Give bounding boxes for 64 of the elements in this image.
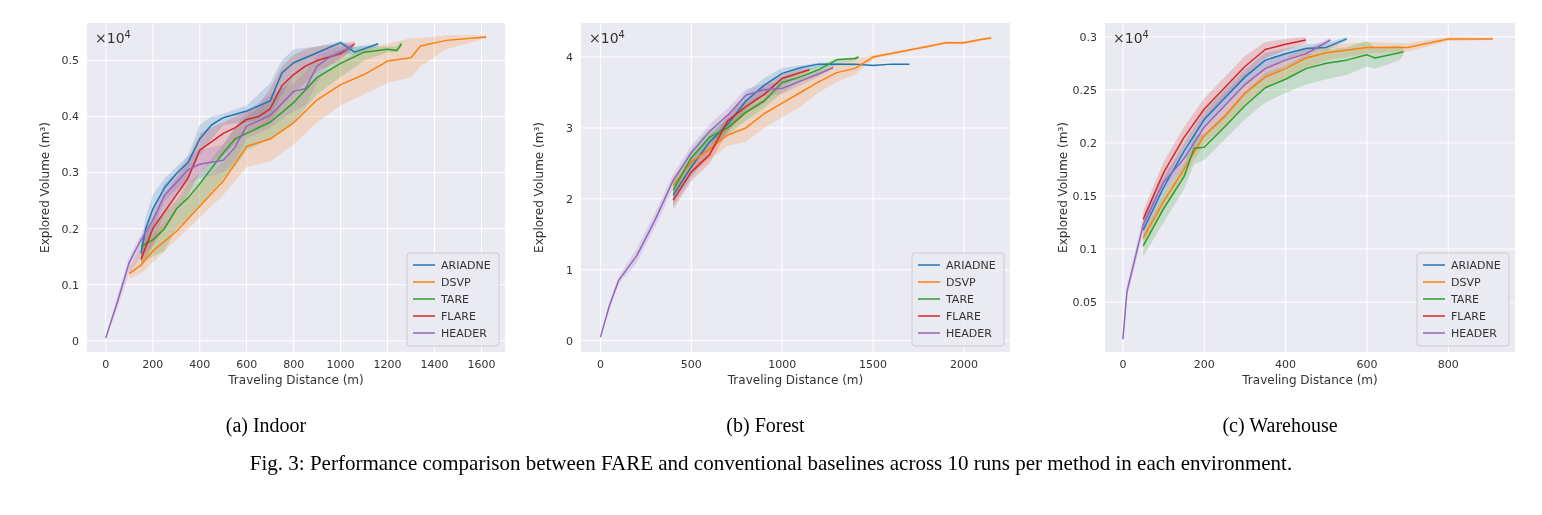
y-axis-title: Explored Volume (m³) xyxy=(1056,122,1070,253)
y-tick-label: 0.1 xyxy=(1079,242,1097,256)
x-tick-label: 1500 xyxy=(859,358,888,371)
x-tick-label: 1400 xyxy=(420,358,449,371)
text: (b) Forest xyxy=(726,414,806,437)
x-axis-title: Traveling Distance (m) xyxy=(726,373,864,387)
x-tick-label: 200 xyxy=(1193,358,1215,371)
legend-label: HEADER xyxy=(441,326,488,340)
legend-label: DSVP xyxy=(1451,275,1481,289)
y-axis-title: Explored Volume (m³) xyxy=(38,122,52,253)
y-tick-label: 0 xyxy=(566,334,573,348)
y-tick-label: 0.3 xyxy=(61,166,79,180)
legend-label: FLARE xyxy=(1451,309,1486,323)
text: (a) Indoor xyxy=(225,414,307,437)
x-tick-label: 200 xyxy=(142,358,164,371)
legend-label: TARE xyxy=(1450,292,1480,306)
x-tick-label: 400 xyxy=(1275,358,1297,371)
x-axis-title: Traveling Distance (m) xyxy=(227,373,364,387)
x-tick-label: 0 xyxy=(596,358,604,371)
legend-label: HEADER xyxy=(946,326,993,340)
x-tick-label: 500 xyxy=(680,358,702,371)
y-tick-label: 0.5 xyxy=(61,54,79,68)
x-tick-label: 600 xyxy=(236,358,258,371)
y-tick-label: 0.2 xyxy=(1079,136,1097,150)
y-axis-title: Explored Volume (m³) xyxy=(532,122,546,253)
y-tick-label: 3 xyxy=(566,121,573,135)
legend-label: DSVP xyxy=(946,275,976,289)
y-tick-label: 4 xyxy=(566,50,573,64)
legend-label: DSVP xyxy=(441,275,471,289)
x-tick-label: 600 xyxy=(1356,358,1378,371)
legend-label: HEADER xyxy=(1451,326,1498,340)
legend-label: TARE xyxy=(440,292,470,306)
x-tick-label: 800 xyxy=(1437,358,1459,371)
x-tick-label: 1200 xyxy=(373,358,402,371)
annotation: ×10$^{4}$ xyxy=(589,28,625,46)
y-tick-label: 0 xyxy=(72,334,79,348)
annotation: ×10$^{4}$ xyxy=(1113,28,1149,46)
legend-label: ARIADNE xyxy=(1451,258,1501,272)
y-tick-label: 2 xyxy=(566,192,573,206)
annotation: ×10$^{4}$ xyxy=(95,28,131,46)
x-tick-label: 1000 xyxy=(768,358,797,371)
y-tick-label: 0.15 xyxy=(1072,189,1097,203)
x-tick-label: 400 xyxy=(189,358,211,371)
x-tick-label: 0 xyxy=(102,358,110,371)
y-tick-label: 0.4 xyxy=(61,110,79,124)
y-tick-label: 0.05 xyxy=(1072,295,1097,309)
x-tick-label: 2000 xyxy=(950,358,979,371)
y-tick-label: 0.2 xyxy=(61,222,79,236)
x-axis-title: Traveling Distance (m) xyxy=(1241,373,1378,387)
y-tick-label: 1 xyxy=(566,263,573,277)
x-tick-label: 1600 xyxy=(467,358,496,371)
x-tick-label: 800 xyxy=(283,358,305,371)
y-tick-label: 0.25 xyxy=(1072,83,1097,97)
legend-label: TARE xyxy=(945,292,975,306)
y-tick-label: 0.3 xyxy=(1079,30,1097,44)
x-tick-label: 0 xyxy=(1119,358,1127,371)
legend-label: FLARE xyxy=(946,309,981,323)
text: (c) Warehouse xyxy=(1222,414,1338,437)
x-tick-label: 1000 xyxy=(326,358,355,371)
legend-label: ARIADNE xyxy=(441,258,491,272)
y-tick-label: 0.1 xyxy=(61,278,79,292)
legend-label: FLARE xyxy=(441,309,476,323)
legend-label: ARIADNE xyxy=(946,258,996,272)
caption: Fig. 3: Performance comparison between FARE and conventional baselines across 10 runs per method in each environment. xyxy=(249,451,1293,475)
